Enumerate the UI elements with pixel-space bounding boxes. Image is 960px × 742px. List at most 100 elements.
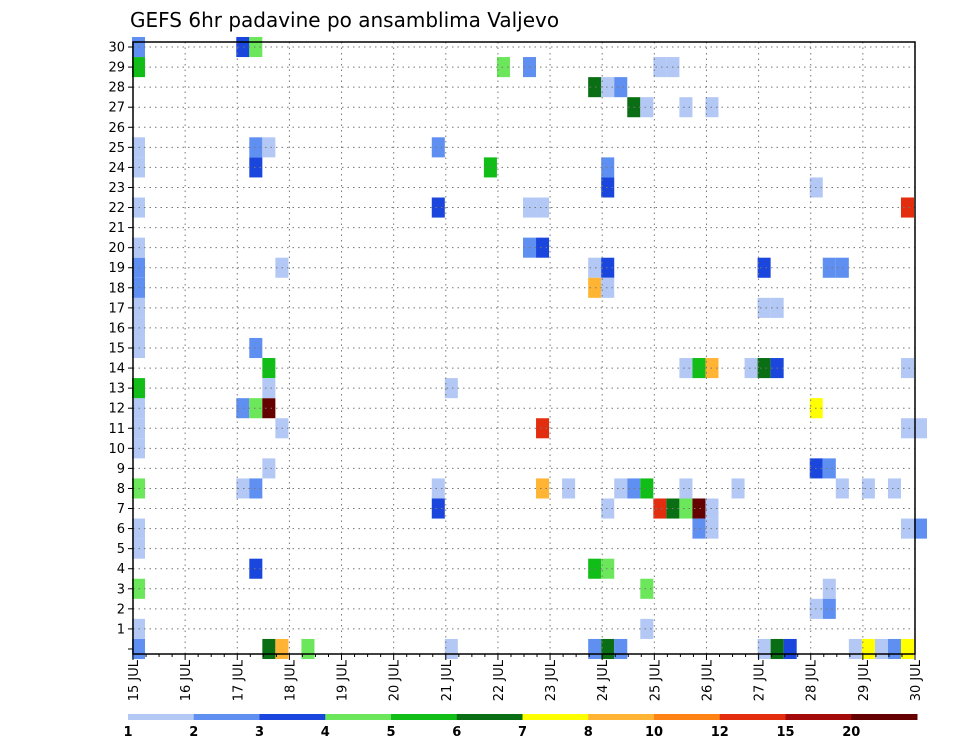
colorbar-swatch: [456, 714, 523, 720]
y-tick-label: 21: [108, 221, 125, 236]
heatmap-cell: [692, 518, 706, 539]
y-tick-label: 29: [108, 61, 125, 76]
heatmap-cell: [249, 478, 263, 499]
x-tick-label: 15 JUL: [127, 659, 142, 701]
colorbar-label: 5: [386, 725, 395, 740]
heatmap-cell: [861, 478, 875, 499]
y-tick-label: 9: [117, 462, 125, 477]
x-tick-label: 17 JUL: [231, 659, 246, 701]
heatmap-cell: [679, 498, 693, 519]
y-tick-label: 4: [117, 562, 125, 577]
heatmap-cell: [770, 638, 784, 660]
y-tick-label: 17: [108, 301, 125, 316]
heatmap-cell: [249, 337, 263, 359]
y-axis: 1234567891011121314151617181920212223242…: [108, 41, 133, 650]
y-tick-label: 7: [117, 502, 125, 517]
y-tick-label: 11: [108, 422, 125, 437]
heatmap-cell: [822, 257, 836, 278]
heatmap-cell: [601, 558, 615, 579]
heatmap-cell: [431, 478, 445, 499]
heatmap-cell: [614, 638, 628, 660]
heatmap-cell: [262, 638, 276, 660]
y-tick-label: 27: [108, 101, 125, 116]
heatmap-cell: [431, 197, 445, 218]
heatmap-cell: [900, 418, 914, 439]
colorbar-swatch: [654, 714, 721, 720]
colorbar-label: 2: [189, 725, 198, 740]
heatmap-cell: [757, 638, 771, 660]
heatmap-cell: [822, 458, 836, 479]
heatmap-cell: [601, 638, 615, 660]
heatmap-cell: [822, 598, 836, 619]
y-tick-label: 12: [108, 402, 125, 417]
x-tick-label: 18 JUL: [283, 659, 298, 701]
heatmap-cell: [536, 418, 550, 439]
y-tick-label: 2: [117, 602, 125, 617]
x-tick-label: 25 JUL: [648, 659, 663, 701]
y-tick-label: 3: [117, 582, 125, 597]
y-tick-label: 14: [108, 362, 125, 377]
colorbar-swatch: [259, 714, 326, 720]
heatmap-cell: [640, 618, 654, 639]
x-tick-label: 29 JUL: [857, 659, 872, 701]
colorbar-swatch: [588, 714, 655, 720]
heatmap-cells: [132, 36, 928, 660]
colorbar-swatch: [193, 714, 260, 720]
y-tick-label: 24: [108, 161, 125, 176]
colorbar-label: 8: [584, 725, 593, 740]
heatmap-cell: [483, 157, 497, 178]
colorbar-swatch: [325, 714, 392, 720]
heatmap-cell: [588, 77, 602, 98]
heatmap-cell: [640, 97, 654, 118]
heatmap-cell: [444, 378, 458, 399]
heatmap-cell: [757, 257, 771, 278]
colorbar-label: 15: [776, 725, 794, 740]
heatmap-cell: [588, 558, 602, 579]
heatmap-cell: [496, 57, 510, 78]
heatmap-cell: [783, 638, 797, 660]
y-tick-label: 6: [117, 522, 125, 537]
heatmap-cell: [822, 578, 836, 599]
gridlines: [133, 42, 915, 654]
x-tick-label: 24 JUL: [596, 659, 611, 701]
heatmap-cell: [431, 498, 445, 519]
heatmap-cell: [640, 478, 654, 499]
heatmap-cell: [236, 478, 250, 499]
x-tick-label: 30 JUL: [909, 659, 924, 701]
heatmap-cell: [887, 638, 901, 660]
heatmap-cell: [679, 97, 693, 118]
colorbar-label: 20: [842, 725, 860, 740]
heatmap-cell: [262, 358, 276, 379]
heatmap-cell: [614, 478, 628, 499]
colorbar-label: 4: [321, 725, 330, 740]
heatmap-cell: [835, 478, 849, 499]
heatmap-cell: [601, 277, 615, 298]
y-tick-label: 15: [108, 342, 125, 357]
x-tick-label: 20 JUL: [388, 659, 403, 701]
y-tick-label: 30: [108, 41, 125, 56]
x-tick-label: 26 JUL: [700, 659, 715, 701]
y-tick-label: 5: [117, 542, 125, 557]
heatmap-cell: [262, 398, 276, 419]
y-tick-label: 13: [108, 382, 125, 397]
heatmap-cell: [249, 137, 263, 158]
heatmap-cell: [900, 518, 914, 539]
colorbar-label: 3: [255, 725, 264, 740]
x-tick-label: 16 JUL: [179, 659, 194, 701]
heatmap-cell: [692, 358, 706, 379]
x-tick-label: 23 JUL: [544, 659, 559, 701]
heatmap-cell: [249, 558, 263, 579]
heatmap-cell: [301, 638, 315, 660]
colorbar-label: 10: [645, 725, 663, 740]
chart-title: GEFS 6hr padavine po ansamblima Valjevo: [130, 8, 559, 32]
heatmap-cell: [249, 398, 263, 419]
heatmap-cell: [692, 498, 706, 519]
heatmap-cell: [249, 157, 263, 178]
heatmap-cell: [900, 638, 914, 660]
colorbar-label: 12: [711, 725, 729, 740]
heatmap-cell: [431, 137, 445, 158]
x-tick-label: 22 JUL: [492, 659, 507, 701]
colorbar-swatch: [719, 714, 786, 720]
heatmap-cell: [262, 378, 276, 399]
heatmap-cell: [275, 638, 289, 660]
